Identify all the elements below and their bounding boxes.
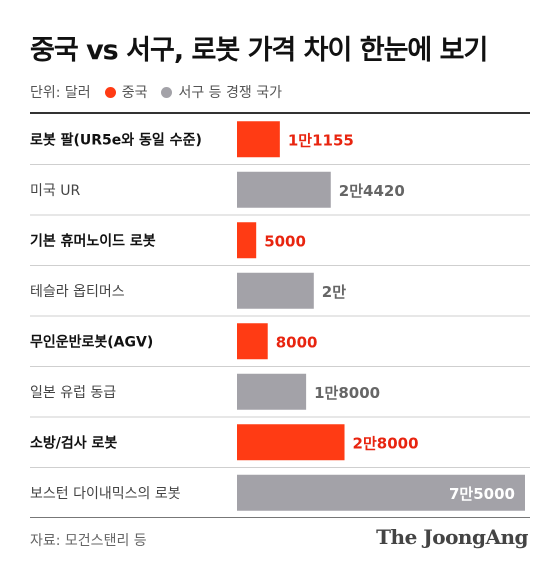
bar-west xyxy=(237,272,314,309)
legend-item-west: 서구 등 경쟁 국가 xyxy=(161,82,282,102)
value-label: 7만5000 xyxy=(449,485,515,503)
bottom-rule xyxy=(30,517,530,518)
top-rule xyxy=(30,112,530,114)
legend-item-china: 중국 xyxy=(104,82,148,102)
row-label: 일본 유럽 동급 xyxy=(30,385,116,401)
bar-west xyxy=(237,474,525,511)
row-label: 소방/검사 로봇 xyxy=(30,434,117,451)
row-label: 테슬라 옵티머스 xyxy=(30,284,125,300)
unit-label: 단위: 달러 xyxy=(30,85,91,101)
bar-china xyxy=(237,424,345,461)
legend-dot-west xyxy=(161,86,173,98)
value-label: 1만8000 xyxy=(314,384,380,402)
value-label: 5000 xyxy=(264,232,306,250)
legend-label-china: 중국 xyxy=(121,85,148,101)
bar-chart: 로봇 팔(UR5e와 동일 수준) 1만1155 미국 UR 2만4420 기본 휴머노… xyxy=(30,121,530,511)
bar-west xyxy=(237,171,331,208)
row-label: 기본 휴머노이드 로봇 xyxy=(30,232,156,249)
value-label: 1만1155 xyxy=(288,131,354,149)
row-label: 로봇 팔(UR5e와 동일 수준) xyxy=(30,131,202,148)
brand-logo: The JoongAng xyxy=(376,525,528,549)
source-note: 자료: 모건스탠리 등 xyxy=(30,533,147,549)
value-label: 2만4420 xyxy=(339,182,405,200)
row-label: 보스턴 다이내믹스의 로봇 xyxy=(30,486,181,502)
value-label: 2만 xyxy=(322,283,346,301)
bar-china xyxy=(237,323,268,360)
value-label: 8000 xyxy=(276,333,318,351)
value-label: 2만8000 xyxy=(353,434,419,452)
bar-china xyxy=(237,121,280,158)
legend: 단위: 달러 중국 서구 등 경쟁 국가 xyxy=(30,82,282,102)
row-label: 무인운반로봇(AGV) xyxy=(30,333,153,350)
bar-china xyxy=(237,222,257,259)
row-label: 미국 UR xyxy=(30,183,80,199)
bar-west xyxy=(237,373,307,410)
legend-label-west: 서구 등 경쟁 국가 xyxy=(178,85,282,101)
chart-title: 중국 vs 서구, 로봇 가격 차이 한눈에 보기 xyxy=(30,35,488,66)
legend-dot-china xyxy=(104,86,116,98)
